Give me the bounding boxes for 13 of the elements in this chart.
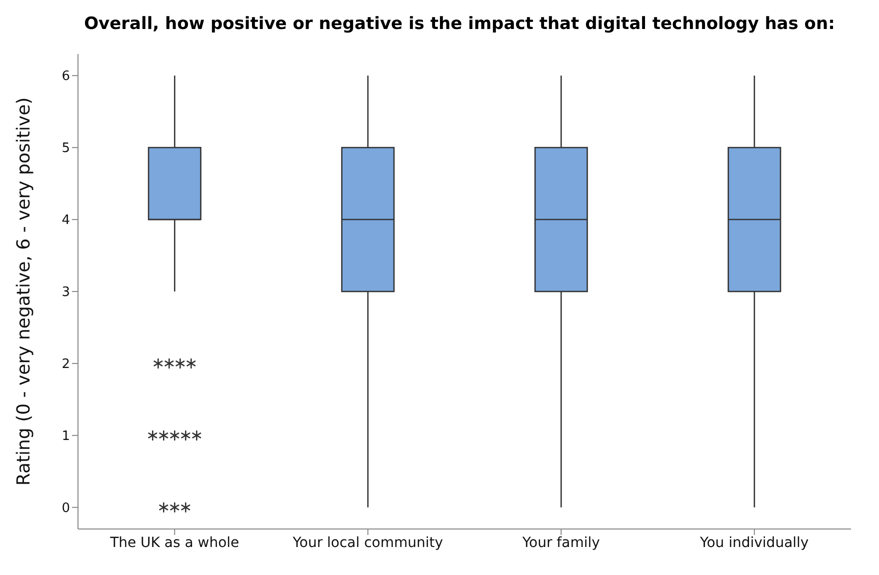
x-tick-label: Your local community (292, 534, 444, 551)
chart-title: Overall, how positive or negative is the impact that digital technology has on: (83, 13, 836, 36)
y-tick-label: 1 (62, 429, 70, 444)
y-tick-label: 5 (62, 141, 70, 156)
x-tick-label: Your family (521, 534, 600, 551)
x-tick-label: You individually (699, 534, 809, 551)
y-tick-label: 4 (62, 213, 70, 228)
y-tick-label: 2 (62, 357, 70, 372)
y-tick-label: 6 (62, 69, 70, 84)
y-tick-label: 3 (62, 285, 70, 300)
y-tick-label: 0 (62, 501, 70, 516)
y-axis-title: Rating (0 - very negative, 6 - very positive) (13, 97, 34, 486)
x-tick-label: The UK as a whole (109, 534, 240, 551)
